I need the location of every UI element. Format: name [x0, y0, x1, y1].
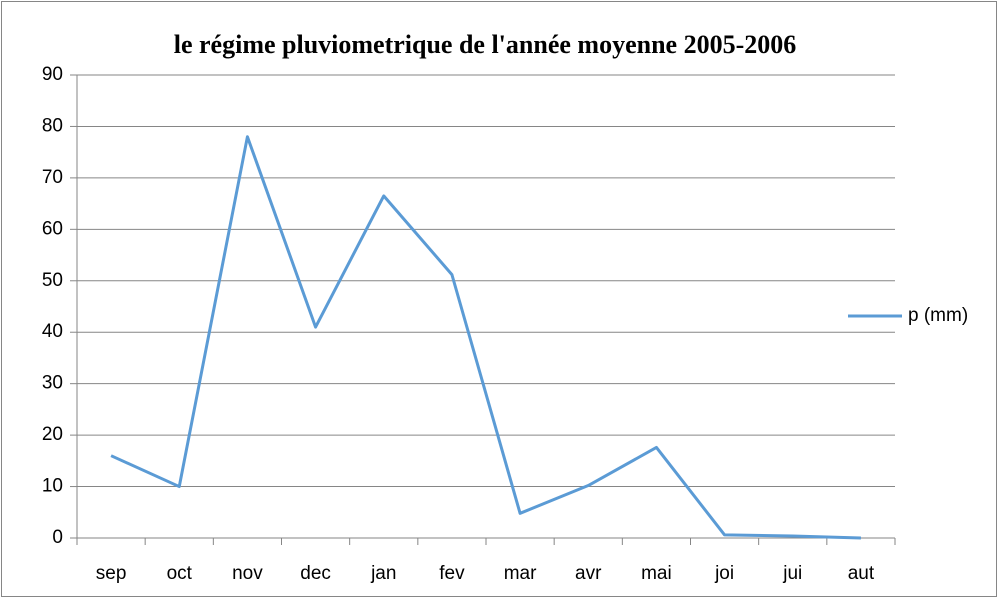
x-tick-label: joi [714, 563, 734, 584]
x-tick-label: mar [504, 563, 537, 584]
x-tick-label: jui [782, 563, 802, 584]
x-tick-label: jan [370, 563, 396, 584]
y-tick-label: 70 [42, 167, 63, 188]
x-tick-label: sep [96, 563, 127, 584]
y-tick-label: 60 [42, 218, 63, 239]
y-tick-label: 90 [42, 64, 63, 85]
x-tick-label: mai [641, 563, 672, 584]
y-tick-label: 50 [42, 270, 63, 291]
x-tick-label: avr [575, 563, 602, 584]
chart-title: le régime pluviometrique de l'année moye… [174, 30, 796, 59]
y-tick-label: 80 [42, 115, 63, 136]
legend-label: p (mm) [908, 305, 968, 326]
y-tick-label: 20 [42, 424, 63, 445]
x-tick-label: dec [300, 563, 331, 584]
y-tick-label: 0 [52, 527, 63, 548]
y-tick-label: 40 [42, 321, 63, 342]
x-tick-label: aut [848, 563, 875, 584]
data-line [110, 135, 861, 540]
y-tick-label: 10 [42, 476, 63, 497]
y-tick-label: 30 [42, 373, 63, 394]
x-tick-label: oct [167, 563, 193, 584]
x-tick-label: nov [232, 563, 263, 584]
x-tick-label: fev [439, 563, 465, 584]
